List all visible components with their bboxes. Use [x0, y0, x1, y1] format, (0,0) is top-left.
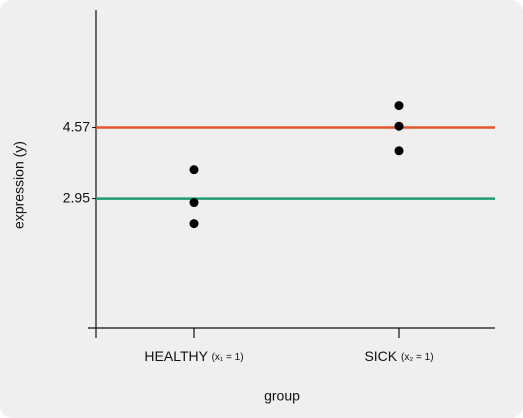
x-tick-label: HEALTHY (x₁ = 1) — [144, 348, 243, 364]
data-point — [394, 146, 404, 156]
data-point — [189, 198, 199, 208]
data-point — [394, 101, 404, 111]
category-name: SICK — [364, 348, 401, 364]
data-point — [394, 121, 404, 131]
data-point — [189, 165, 199, 175]
category-note: (x₁ = 1) — [212, 352, 244, 363]
category-name: HEALTHY — [144, 348, 211, 364]
x-axis-label: group — [264, 388, 300, 404]
x-tick-label: SICK (x₂ = 1) — [364, 348, 433, 364]
data-point — [189, 219, 199, 229]
y-tick-label: 2.95 — [63, 189, 90, 205]
category-note: (x₂ = 1) — [401, 352, 434, 363]
y-tick-label: 4.57 — [63, 118, 90, 134]
y-axis-label: expression (y) — [11, 141, 27, 229]
